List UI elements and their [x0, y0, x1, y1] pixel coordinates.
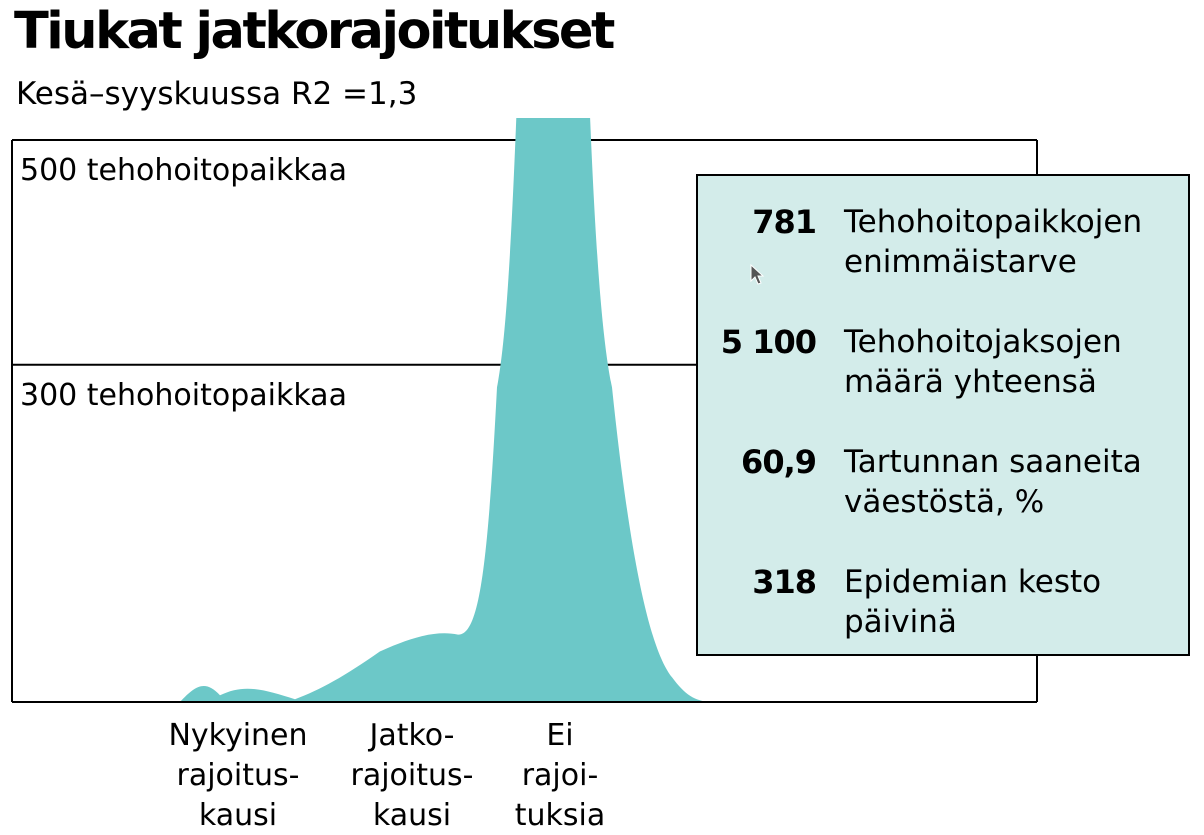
- category-labels: Nykyinen rajoitus-kausi Jatko-rajoitus-kau…: [168, 718, 605, 833]
- stat-value: 60,9: [741, 443, 817, 481]
- icu-demand-area: [180, 118, 710, 702]
- stat-desc-line: enimmäistarve: [844, 244, 1077, 280]
- reference-line-label: 300 tehohoitopaikkaa: [20, 378, 347, 413]
- category-label: rajoitus-: [351, 758, 474, 793]
- chart-title: Tiukat jatkorajoitukset: [14, 2, 615, 61]
- area-layer: [180, 118, 710, 702]
- stat-desc-line: Epidemian kesto: [844, 564, 1102, 600]
- stat-desc-line: Tehohoitojaksojen: [844, 324, 1122, 360]
- stat-desc-line: määrä yhteensä: [844, 364, 1097, 400]
- category-label: Ei: [546, 718, 573, 753]
- category-label: rajoi-: [522, 758, 599, 793]
- stat-value: 318: [752, 563, 817, 601]
- stats-panel: 781 Tehohoitopaikkojen enimmäistarve 5 1…: [696, 174, 1190, 656]
- stat-value: 5 100: [720, 323, 817, 361]
- category-label: rajoitus-: [177, 758, 300, 793]
- stat-value: 781: [752, 203, 817, 241]
- stat-description: Tartunnan saaneita väestöstä, %: [844, 442, 1142, 522]
- chart-subtitle: Kesä–syyskuussa R2 =1,3: [16, 76, 418, 112]
- stat-description: Epidemian kesto päivinä: [844, 562, 1101, 642]
- stat-description: Tehohoitojaksojen määrä yhteensä: [844, 322, 1122, 402]
- category-label: tuksia: [515, 798, 606, 833]
- category-label: Jatko-: [367, 718, 454, 753]
- mouse-pointer-icon: [750, 264, 765, 285]
- stat-desc-line: Tartunnan saaneita: [844, 444, 1142, 480]
- stat-desc-line: päivinä: [844, 604, 957, 640]
- category-label: kausi: [199, 798, 277, 833]
- stat-desc-line: Tehohoitopaikkojen: [844, 204, 1143, 240]
- category-label: kausi: [373, 798, 451, 833]
- reference-line-label: 500 tehohoitopaikkaa: [20, 153, 347, 188]
- stat-description: Tehohoitopaikkojen enimmäistarve: [844, 202, 1142, 282]
- stat-desc-line: väestöstä, %: [844, 484, 1045, 520]
- category-label: Nykyinen: [168, 718, 307, 753]
